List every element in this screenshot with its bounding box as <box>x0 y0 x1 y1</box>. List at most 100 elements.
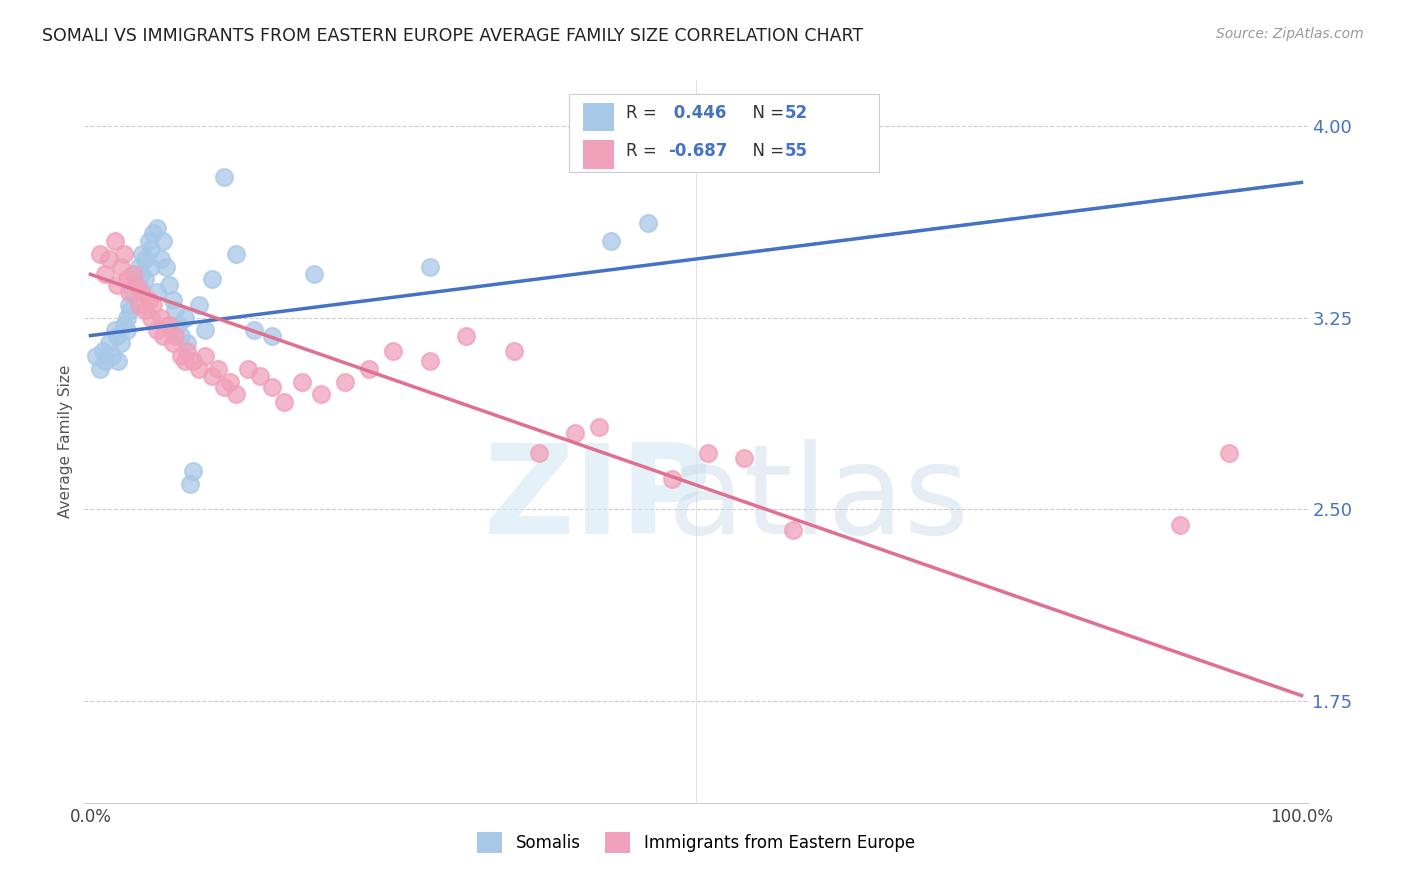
Point <box>162 336 184 351</box>
Point <box>129 285 152 300</box>
Point <box>146 323 169 337</box>
Text: N =: N = <box>742 104 790 122</box>
Point <box>212 170 235 185</box>
Point <box>152 234 174 248</box>
Point <box>176 336 198 351</box>
Point <box>243 323 266 337</box>
Point <box>225 247 247 261</box>
Point <box>1170 517 1192 532</box>
Point <box>142 298 165 312</box>
Point <box>782 523 804 537</box>
Point <box>166 318 188 333</box>
Point <box>262 328 284 343</box>
Text: 55: 55 <box>785 142 807 160</box>
Point <box>125 272 148 286</box>
Y-axis label: Average Family Size: Average Family Size <box>58 365 73 518</box>
Point <box>105 277 128 292</box>
Point <box>162 293 184 307</box>
Text: Source: ZipAtlas.com: Source: ZipAtlas.com <box>1216 27 1364 41</box>
Point <box>262 379 284 393</box>
Point <box>382 343 405 358</box>
Point <box>236 361 259 376</box>
Point <box>170 328 193 343</box>
Point <box>128 277 150 292</box>
Point <box>188 298 211 312</box>
Point <box>118 298 141 312</box>
Point <box>89 247 111 261</box>
Point <box>697 446 720 460</box>
Point <box>89 361 111 376</box>
Text: atlas: atlas <box>668 439 969 560</box>
Point <box>249 369 271 384</box>
Point <box>91 343 114 358</box>
Point <box>134 272 156 286</box>
Point <box>503 343 526 358</box>
Point <box>142 227 165 241</box>
Point <box>128 298 150 312</box>
Text: N =: N = <box>742 142 790 160</box>
Point <box>149 252 172 266</box>
Point <box>179 476 201 491</box>
Point <box>86 349 108 363</box>
Point <box>104 323 127 337</box>
Text: R =: R = <box>626 104 662 122</box>
Point <box>120 303 142 318</box>
Legend: Somalis, Immigrants from Eastern Europe: Somalis, Immigrants from Eastern Europe <box>471 826 921 860</box>
Point <box>118 285 141 300</box>
Point <box>97 336 120 351</box>
Text: ZIP: ZIP <box>484 439 713 560</box>
Text: R =: R = <box>626 142 662 160</box>
Point <box>152 328 174 343</box>
Point <box>131 247 153 261</box>
Point <box>115 272 138 286</box>
Point <box>225 387 247 401</box>
Text: SOMALI VS IMMIGRANTS FROM EASTERN EUROPE AVERAGE FAMILY SIZE CORRELATION CHART: SOMALI VS IMMIGRANTS FROM EASTERN EUROPE… <box>42 27 863 45</box>
Point <box>115 310 138 325</box>
Point <box>146 285 169 300</box>
Point <box>333 375 356 389</box>
Point <box>173 310 195 325</box>
Point <box>173 354 195 368</box>
Point <box>309 387 332 401</box>
Point <box>564 425 586 440</box>
Point <box>165 328 187 343</box>
Text: 52: 52 <box>785 104 807 122</box>
Point <box>157 318 180 333</box>
Text: -0.687: -0.687 <box>668 142 727 160</box>
Point <box>1218 446 1240 460</box>
Point <box>101 349 124 363</box>
Point <box>134 303 156 318</box>
Point <box>94 268 117 282</box>
Point <box>600 234 623 248</box>
Point <box>588 420 610 434</box>
Point <box>194 349 217 363</box>
Point <box>183 464 205 478</box>
Point <box>454 328 477 343</box>
Point <box>138 234 160 248</box>
Point <box>218 375 240 389</box>
Point <box>105 328 128 343</box>
Point <box>291 375 314 389</box>
Point <box>637 216 659 230</box>
Point <box>97 252 120 266</box>
Point <box>146 221 169 235</box>
Point <box>129 268 152 282</box>
Point <box>200 272 222 286</box>
Point <box>188 361 211 376</box>
Point <box>418 354 440 368</box>
Point <box>149 310 172 325</box>
Point <box>170 349 193 363</box>
Point <box>155 260 177 274</box>
Point <box>200 369 222 384</box>
Point <box>112 247 135 261</box>
Point <box>121 285 143 300</box>
Text: 0.446: 0.446 <box>668 104 727 122</box>
Point <box>733 451 755 466</box>
Point <box>139 260 162 274</box>
Point <box>194 323 217 337</box>
Point <box>212 379 235 393</box>
Point <box>138 293 160 307</box>
Point <box>273 395 295 409</box>
Point <box>661 472 683 486</box>
Point <box>128 260 150 274</box>
